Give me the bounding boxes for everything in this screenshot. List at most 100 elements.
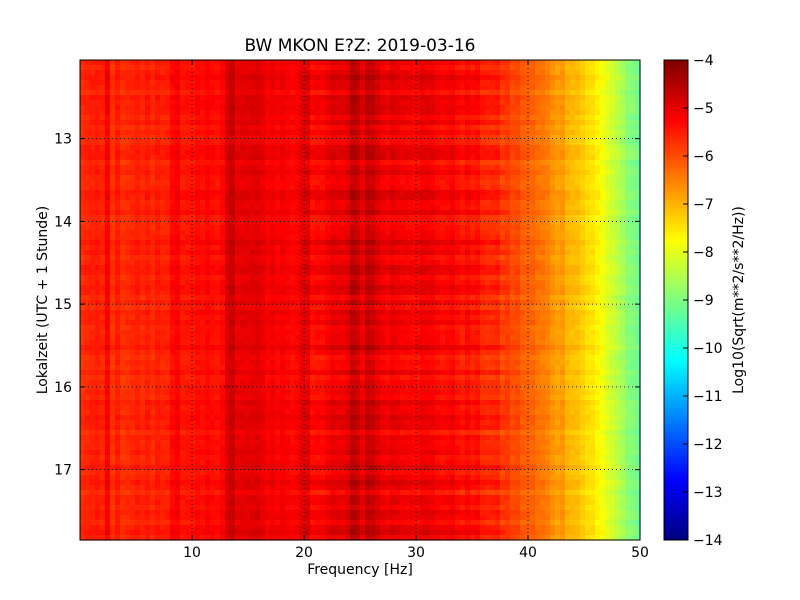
heatmap-cell [145,490,151,496]
heatmap-cell [130,290,136,296]
heatmap-cell [295,410,301,416]
heatmap-cell [170,430,176,436]
heatmap-cell [140,515,146,521]
heatmap-cell [220,350,226,356]
heatmap-cell [135,195,141,201]
heatmap-cell [150,495,156,501]
heatmap-cell [100,425,106,431]
heatmap-cell [280,365,286,371]
heatmap-cell [185,470,191,476]
heatmap-cell [245,495,251,501]
heatmap-cell [205,265,211,271]
heatmap-cell [90,460,96,466]
heatmap-cell [190,375,196,381]
heatmap-cell [120,345,126,351]
heatmap-cell [245,260,251,266]
heatmap-cell [260,170,266,176]
heatmap-cell [115,480,121,486]
heatmap-cell [145,65,151,71]
heatmap-cell [105,375,111,381]
heatmap-cell [110,325,116,331]
heatmap-cell [325,420,331,426]
heatmap-cell [220,120,226,126]
heatmap-cell [85,270,91,276]
heatmap-cell [125,345,131,351]
heatmap-cell [90,250,96,256]
heatmap-cell [320,85,326,91]
heatmap-cell [225,325,231,331]
heatmap-cell [225,205,231,211]
heatmap-cell [160,235,166,241]
heatmap-cell [190,135,196,141]
heatmap-cell [315,165,321,171]
heatmap-cell [210,120,216,126]
heatmap-cell [270,385,276,391]
heatmap-cell [165,85,171,91]
heatmap-cell [295,125,301,131]
heatmap-cell [310,100,316,106]
heatmap-cell [210,490,216,496]
heatmap-cell [250,85,256,91]
heatmap-cell [280,240,286,246]
heatmap-cell [200,320,206,326]
heatmap-cell [290,365,296,371]
heatmap-cell [335,70,341,76]
heatmap-cell [260,340,266,346]
heatmap-cell [325,190,331,196]
heatmap-cell [195,255,201,261]
heatmap-cell [220,305,226,311]
heatmap-cell [240,120,246,126]
heatmap-cell [120,215,126,221]
heatmap-cell [170,145,176,151]
heatmap-cell [110,85,116,91]
heatmap-cell [305,220,311,226]
heatmap-cell [335,440,341,446]
heatmap-cell [275,535,281,541]
heatmap-cell [235,450,241,456]
heatmap-cell [305,280,311,286]
heatmap-cell [295,520,301,526]
heatmap-cell [245,455,251,461]
heatmap-cell [245,255,251,261]
heatmap-cell [175,490,181,496]
heatmap-cell [115,75,121,81]
heatmap-cell [225,535,231,541]
heatmap-cell [245,460,251,466]
heatmap-cell [225,300,231,306]
heatmap-cell [335,275,341,281]
heatmap-cell [265,230,271,236]
heatmap-cell [245,220,251,226]
heatmap-cell [110,360,116,366]
heatmap-cell [185,230,191,236]
heatmap-cell [90,145,96,151]
heatmap-cell [335,285,341,291]
heatmap-cell [215,310,221,316]
heatmap-cell [310,90,316,96]
heatmap-cell [270,90,276,96]
heatmap-cell [220,445,226,451]
heatmap-cell [230,315,236,321]
heatmap-cell [145,155,151,161]
heatmap-cell [155,365,161,371]
heatmap-cell [135,260,141,266]
heatmap-cell [125,440,131,446]
heatmap-cell [260,490,266,496]
heatmap-cell [305,130,311,136]
heatmap-cell [140,360,146,366]
heatmap-cell [115,65,121,71]
heatmap-cell [190,455,196,461]
heatmap-cell [115,235,121,241]
heatmap-cell [110,365,116,371]
heatmap-cell [170,400,176,406]
heatmap-cell [145,235,151,241]
heatmap-cell [205,90,211,96]
heatmap-cell [250,450,256,456]
heatmap-cell [110,455,116,461]
heatmap-cell [230,140,236,146]
heatmap-cell [140,255,146,261]
heatmap-cell [100,440,106,446]
heatmap-cell [305,120,311,126]
heatmap-cell [310,105,316,111]
heatmap-cell [275,85,281,91]
heatmap-cell [155,425,161,431]
